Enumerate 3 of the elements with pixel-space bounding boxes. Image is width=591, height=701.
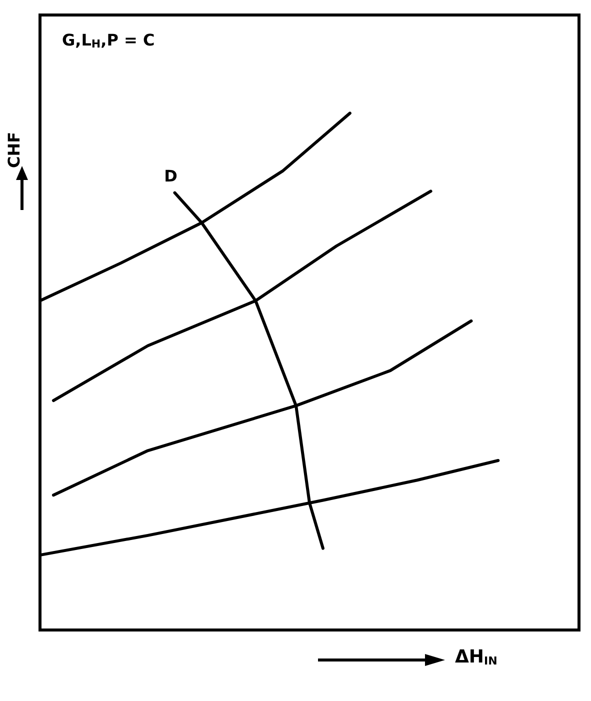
y-axis-title: CHF [4,132,24,168]
x-axis-title: ΔHIN [455,646,498,668]
series-label: D [164,166,178,186]
